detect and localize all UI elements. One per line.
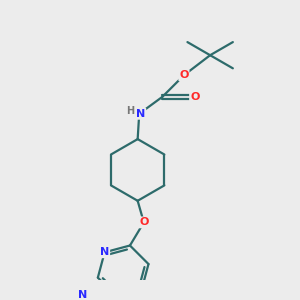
Text: O: O bbox=[139, 218, 148, 227]
Text: H: H bbox=[127, 106, 135, 116]
Text: N: N bbox=[100, 247, 109, 257]
Text: N: N bbox=[136, 109, 146, 119]
Text: N: N bbox=[78, 290, 87, 300]
Text: O: O bbox=[190, 92, 200, 102]
Text: O: O bbox=[179, 70, 189, 80]
